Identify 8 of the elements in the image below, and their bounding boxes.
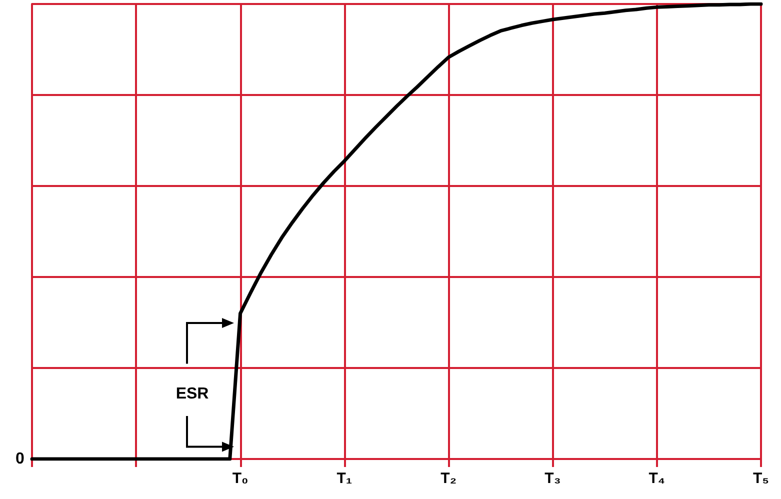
text: 0 xyxy=(16,450,25,468)
x-tick-label: T₄ xyxy=(648,470,666,487)
x-tick-label: T₁ xyxy=(336,470,352,487)
annotation: ESR xyxy=(176,386,210,403)
x-tick-label: T₂ xyxy=(440,470,456,487)
x-tick-label: T₀ xyxy=(232,470,248,487)
x-tick-label: T₅ xyxy=(752,470,770,487)
x-tick-label: T₃ xyxy=(544,470,561,487)
